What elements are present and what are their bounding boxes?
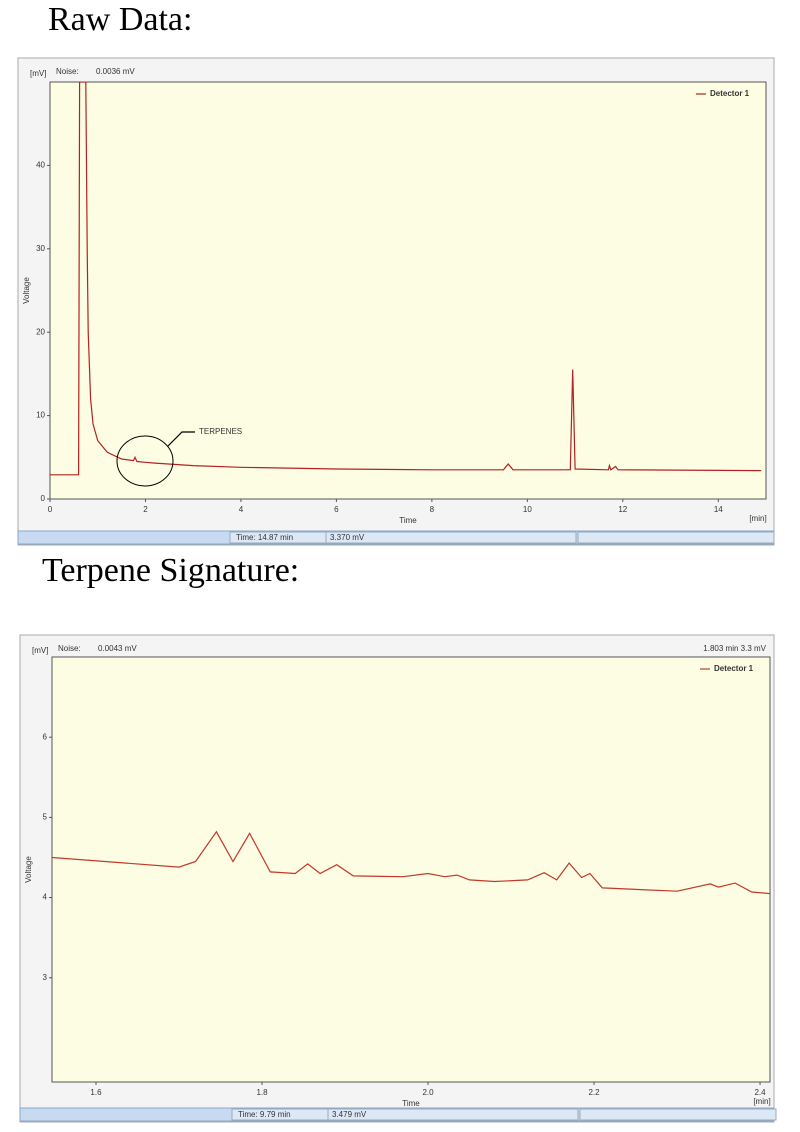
y-tick-label: 3 — [43, 973, 48, 982]
y-tick-label: 0 — [41, 494, 46, 503]
status-time: Time: 9.79 min — [238, 1110, 291, 1119]
annotation-circle — [116, 435, 174, 487]
noise-value: 0.0036 mV — [96, 67, 135, 76]
unit-label: [mV] — [30, 69, 46, 78]
x-tick-label: 2.2 — [588, 1088, 600, 1097]
x-tick-label: 6 — [334, 505, 339, 514]
plot-area — [49, 81, 767, 500]
status-cell — [327, 1108, 579, 1121]
x-tick-label: 2.4 — [754, 1088, 766, 1097]
plot-area — [51, 656, 771, 1083]
heading: Terpene Signature: — [42, 552, 299, 589]
x-tick-label: 2.0 — [422, 1088, 434, 1097]
x-tick-label: 12 — [618, 505, 627, 514]
data-line — [52, 830, 770, 895]
y-tick-label: 20 — [36, 327, 45, 336]
status-cell — [579, 1108, 777, 1121]
x-unit: [min] — [753, 1097, 770, 1106]
noise-label: Noise: — [56, 67, 79, 76]
x-axis-label: Time — [399, 516, 417, 525]
y-tick-label: 6 — [43, 732, 48, 741]
status-cell — [325, 531, 577, 544]
y-tick-label: 10 — [36, 411, 45, 420]
noise-value: 0.0043 mV — [98, 644, 137, 653]
annotation: TERPENES — [199, 427, 242, 436]
noise-label: Noise: — [58, 644, 81, 653]
y-axis-label: Voltage — [22, 277, 31, 304]
x-unit: [min] — [749, 514, 766, 523]
x-tick-label: 4 — [239, 505, 244, 514]
x-tick-label: 8 — [430, 505, 435, 514]
x-tick-label: 2 — [143, 505, 148, 514]
legend-label: Detector 1 — [710, 89, 750, 98]
status-value: 3.479 mV — [332, 1110, 367, 1119]
annotation-leader — [167, 431, 195, 447]
cursor-readout: 1.803 min 3.3 mV — [703, 644, 766, 653]
unit-label: [mV] — [32, 646, 48, 655]
legend-label: Detector 1 — [714, 664, 754, 673]
data-line — [50, 82, 762, 476]
status-value: 3.370 mV — [330, 533, 365, 542]
x-tick-label: 1.6 — [90, 1088, 102, 1097]
y-tick-label: 5 — [43, 812, 48, 821]
y-tick-label: 40 — [36, 161, 45, 170]
x-tick-label: 10 — [523, 505, 532, 514]
x-tick-label: 1.8 — [256, 1088, 268, 1097]
y-tick-label: 4 — [43, 893, 48, 902]
heading: Raw Data: — [48, 1, 192, 38]
y-axis-label: Voltage — [24, 856, 33, 883]
y-tick-label: 30 — [36, 244, 45, 253]
x-tick-label: 0 — [48, 505, 53, 514]
status-cell — [577, 531, 775, 544]
x-axis-label: Time — [402, 1099, 420, 1108]
status-time: Time: 14.87 min — [236, 533, 293, 542]
x-tick-label: 14 — [714, 505, 723, 514]
